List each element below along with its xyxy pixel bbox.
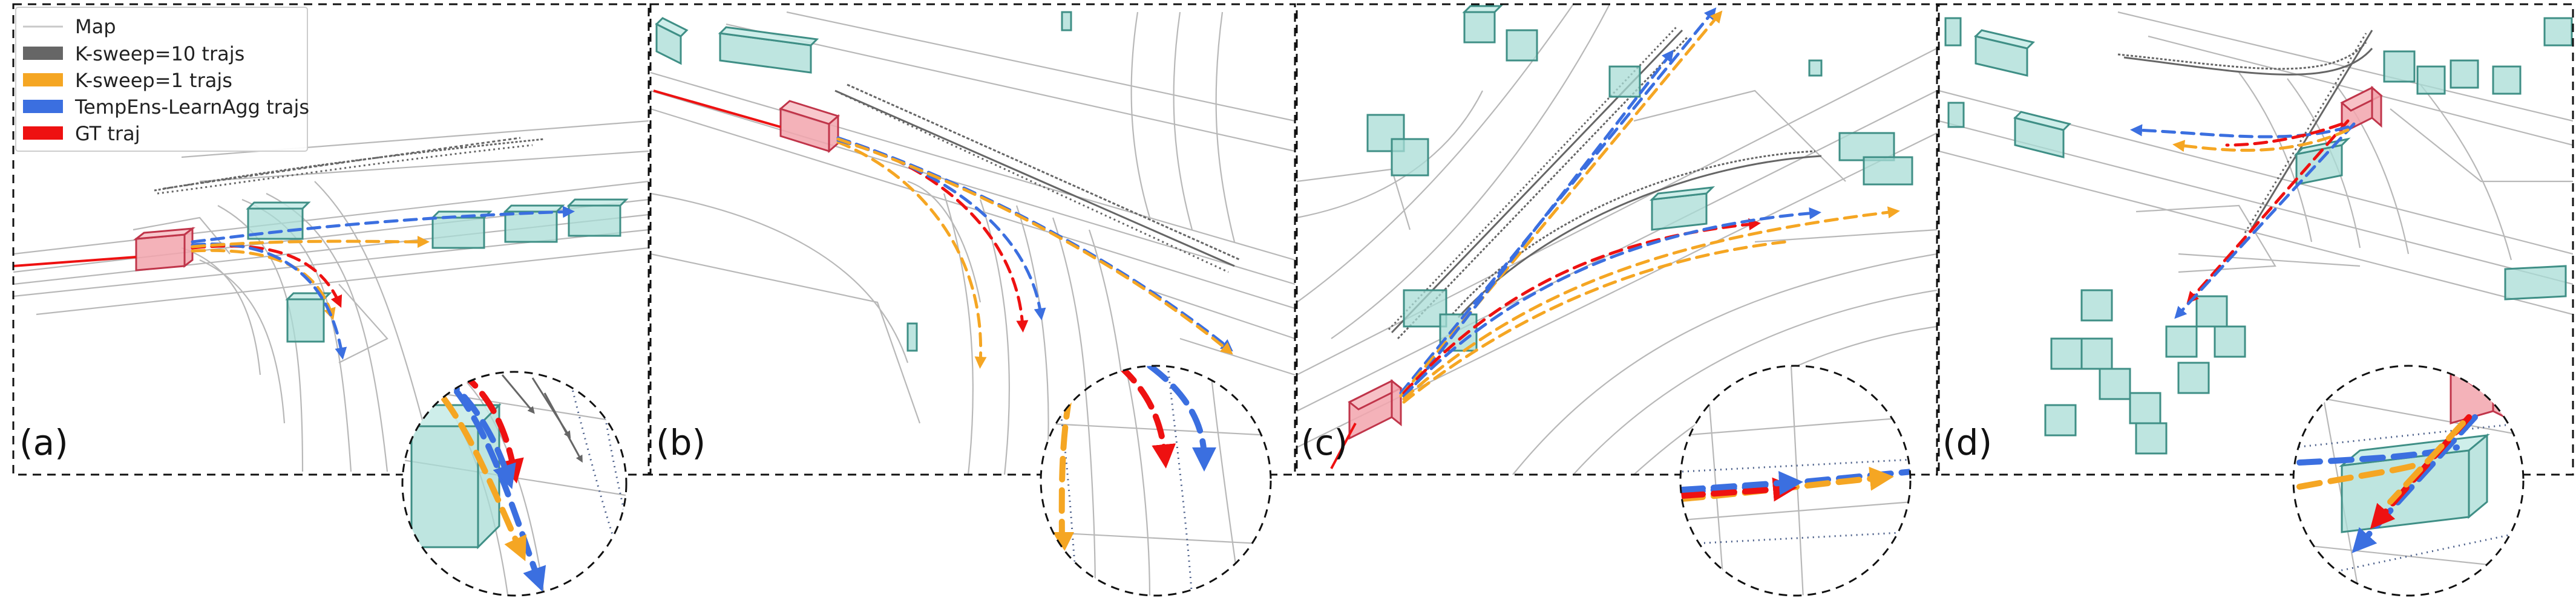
zoom-inset-b (1040, 365, 1272, 597)
zoom-inset-d (2292, 365, 2525, 597)
legend-label-map: Map (75, 15, 116, 38)
ego-vehicle-box (778, 100, 841, 154)
legend-item-gt: GT traj (23, 122, 140, 145)
legend-label-tempens: TempEns-LearnAgg trajs (74, 96, 309, 119)
panel-label-a: (a) (19, 422, 68, 463)
k-sweep-10-trajs (2117, 30, 2373, 233)
ego-vehicle-box (1348, 378, 1403, 440)
panel-b-frame (649, 3, 1296, 476)
legend-label-ksweep1: K-sweep=1 trajs (75, 69, 232, 92)
ego-vehicle-box (2340, 85, 2383, 135)
legend-item-ksweep1: K-sweep=1 trajs (23, 69, 232, 92)
panel-label-c: (c) (1301, 422, 1348, 463)
zoom-inset-c (1679, 365, 1912, 597)
legend-item-tempens: TempEns-LearnAgg trajs (23, 96, 309, 119)
legend-item-map: Map (23, 15, 116, 38)
legend-label-ksweep10: K-sweep=10 trajs (75, 42, 244, 65)
legend-swatch-ksweep10 (23, 47, 63, 60)
k-sweep-10-trajs (1388, 26, 1822, 340)
panel-c-frame (1296, 3, 1938, 476)
agent-boxes (1944, 17, 2573, 455)
panel-d (1939, 11, 2573, 455)
panel-b (651, 11, 1295, 475)
k-sweep-10-trajs (154, 137, 545, 195)
legend-swatch-tempens (23, 100, 63, 113)
k-sweep-10-trajs (834, 83, 1241, 273)
trajectories (653, 89, 1233, 369)
agent-boxes (655, 11, 1072, 352)
panel-label-b: (b) (656, 422, 706, 463)
legend: Map K-sweep=10 trajs K-sweep=1 trajs Tem… (15, 7, 309, 152)
panel-c (1297, 4, 1937, 475)
legend-swatch-gt (23, 126, 63, 140)
panel-label-d: (d) (1942, 422, 1992, 463)
ego-vehicle-box (133, 226, 195, 271)
legend-label-gt: GT traj (75, 122, 140, 145)
legend-swatch-ksweep1 (23, 73, 63, 86)
legend-box (15, 7, 308, 152)
trajectories (1330, 7, 1900, 469)
map-lines (1939, 11, 2573, 316)
trajectories (13, 206, 575, 360)
legend-item-ksweep10: K-sweep=10 trajs (23, 42, 244, 65)
panel-a-frame (12, 3, 650, 476)
agent-boxes (1366, 5, 1913, 352)
map-lines (651, 11, 1295, 475)
trajectories (2130, 119, 2356, 319)
zoom-inset-a (401, 371, 628, 597)
